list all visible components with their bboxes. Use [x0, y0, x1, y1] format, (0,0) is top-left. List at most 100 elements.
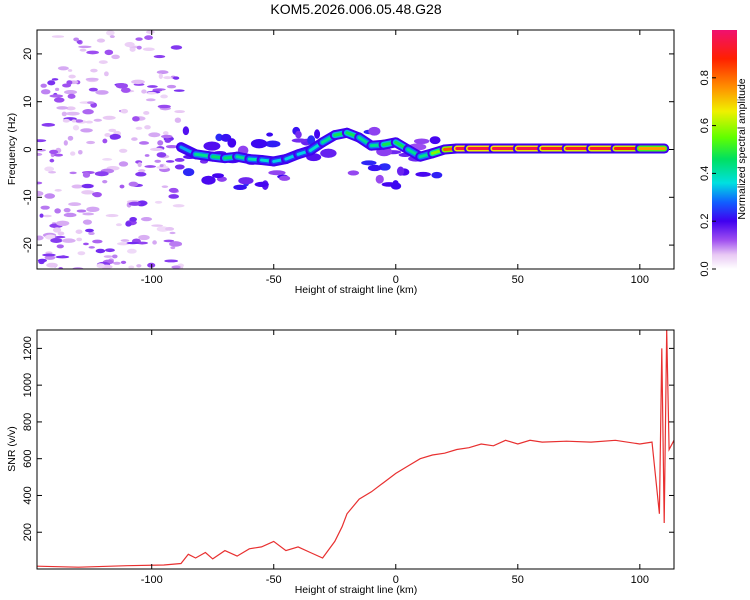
noise-blob — [104, 248, 115, 253]
snr-series-line — [37, 330, 674, 568]
noise-blob — [47, 80, 56, 86]
noise-blob — [165, 227, 175, 231]
noise-blob — [151, 224, 164, 227]
snr-x-tick-label: -50 — [266, 574, 282, 586]
ridge-halo-blob — [431, 171, 443, 179]
noise-blob — [56, 106, 69, 110]
noise-blob — [81, 183, 94, 189]
colorbar-tick-label: 0.2 — [699, 214, 711, 229]
noise-blob — [85, 77, 99, 81]
heatmap-y-tick-label: 20 — [22, 48, 34, 60]
heatmap-y-tick-label: 0 — [22, 146, 34, 152]
noise-blob — [169, 231, 176, 235]
noise-blob — [42, 253, 56, 257]
noise-blob — [141, 89, 147, 94]
noise-blob — [152, 240, 157, 245]
noise-blob — [131, 79, 145, 85]
ridge-halo-blob — [238, 177, 254, 185]
noise-blob — [80, 128, 93, 133]
ridge-halo-blob — [254, 181, 269, 187]
noise-blob — [37, 139, 47, 143]
snr-y-tick-label: 1000 — [22, 373, 34, 397]
noise-blob — [128, 181, 139, 187]
noise-blob — [79, 48, 87, 52]
noise-blob — [135, 37, 143, 41]
noise-blob — [113, 261, 121, 265]
heatmap-ridge-layer — [175, 127, 670, 167]
noise-blob — [120, 260, 127, 264]
colorbar-label: Normalized spectral amplitude — [736, 78, 748, 219]
noise-blob — [169, 241, 183, 247]
noise-blob — [53, 97, 65, 103]
ridge-halo-blob — [413, 138, 430, 145]
noise-blob — [136, 241, 149, 245]
noise-blob — [81, 190, 95, 195]
noise-blob — [71, 184, 83, 189]
snr-x-tick-label: 100 — [631, 574, 649, 586]
noise-blob — [82, 109, 94, 115]
noise-blob — [164, 138, 172, 143]
snr-x-axis: -100 -50 0 50 100 — [141, 330, 649, 586]
noise-blob — [44, 166, 55, 172]
snr-background — [37, 330, 674, 569]
noise-blob — [171, 265, 181, 269]
noise-blob — [156, 70, 169, 75]
noise-blob — [104, 71, 109, 77]
heatmap-x-tick-label: -100 — [141, 274, 163, 286]
noise-blob — [138, 141, 150, 145]
snr-y-axis: 200 400 600 800 1000 1200 — [22, 336, 674, 541]
noise-blob — [68, 74, 76, 79]
noise-blob — [41, 123, 56, 127]
noise-blob — [120, 108, 129, 114]
noise-blob — [63, 89, 78, 95]
noise-blob — [102, 158, 113, 161]
noise-blob — [61, 111, 67, 117]
noise-blob — [102, 180, 108, 184]
noise-blob — [39, 213, 44, 218]
noise-blob — [140, 217, 153, 222]
colorbar-gradient — [712, 30, 737, 269]
noise-blob — [54, 188, 62, 192]
noise-blob — [61, 238, 76, 243]
noise-blob — [85, 228, 94, 233]
noise-blob — [37, 190, 44, 197]
noise-blob — [88, 231, 95, 236]
noise-blob — [88, 246, 95, 249]
ridge-halo-blob — [227, 138, 237, 148]
ridge-halo-blob — [375, 174, 384, 184]
snr-x-tick-label: 50 — [512, 574, 524, 586]
ridge-halo-blob — [264, 140, 281, 148]
noise-blob — [51, 35, 65, 38]
noise-blob — [174, 158, 185, 162]
noise-blob — [45, 251, 53, 254]
ridge-halo-blob — [368, 126, 381, 136]
noise-blob — [76, 209, 87, 213]
noise-blob — [174, 117, 182, 123]
noise-blob — [102, 115, 116, 120]
noise-blob — [54, 235, 66, 239]
noise-blob — [168, 187, 179, 193]
ridge-halo-blob — [203, 141, 221, 151]
noise-blob — [120, 239, 130, 242]
noise-blob — [86, 206, 100, 213]
noise-blob — [74, 119, 84, 123]
noise-blob — [144, 154, 150, 157]
noise-blob — [156, 152, 167, 158]
noise-blob — [158, 73, 163, 79]
ridge-halo-blob — [429, 136, 441, 145]
noise-blob — [62, 118, 70, 123]
noise-blob — [65, 111, 80, 116]
noise-blob — [87, 101, 95, 104]
noise-blob — [144, 165, 157, 168]
noise-blob — [44, 193, 56, 199]
noise-blob — [102, 138, 108, 144]
noise-blob — [55, 220, 70, 227]
snr-x-tick-label: -100 — [141, 574, 163, 586]
noise-blob — [138, 234, 150, 241]
noise-blob — [146, 30, 155, 34]
noise-blob — [86, 50, 99, 55]
noise-blob — [85, 120, 93, 124]
noise-blob — [52, 227, 62, 233]
noise-blob — [95, 90, 109, 95]
noise-blob — [60, 255, 66, 258]
